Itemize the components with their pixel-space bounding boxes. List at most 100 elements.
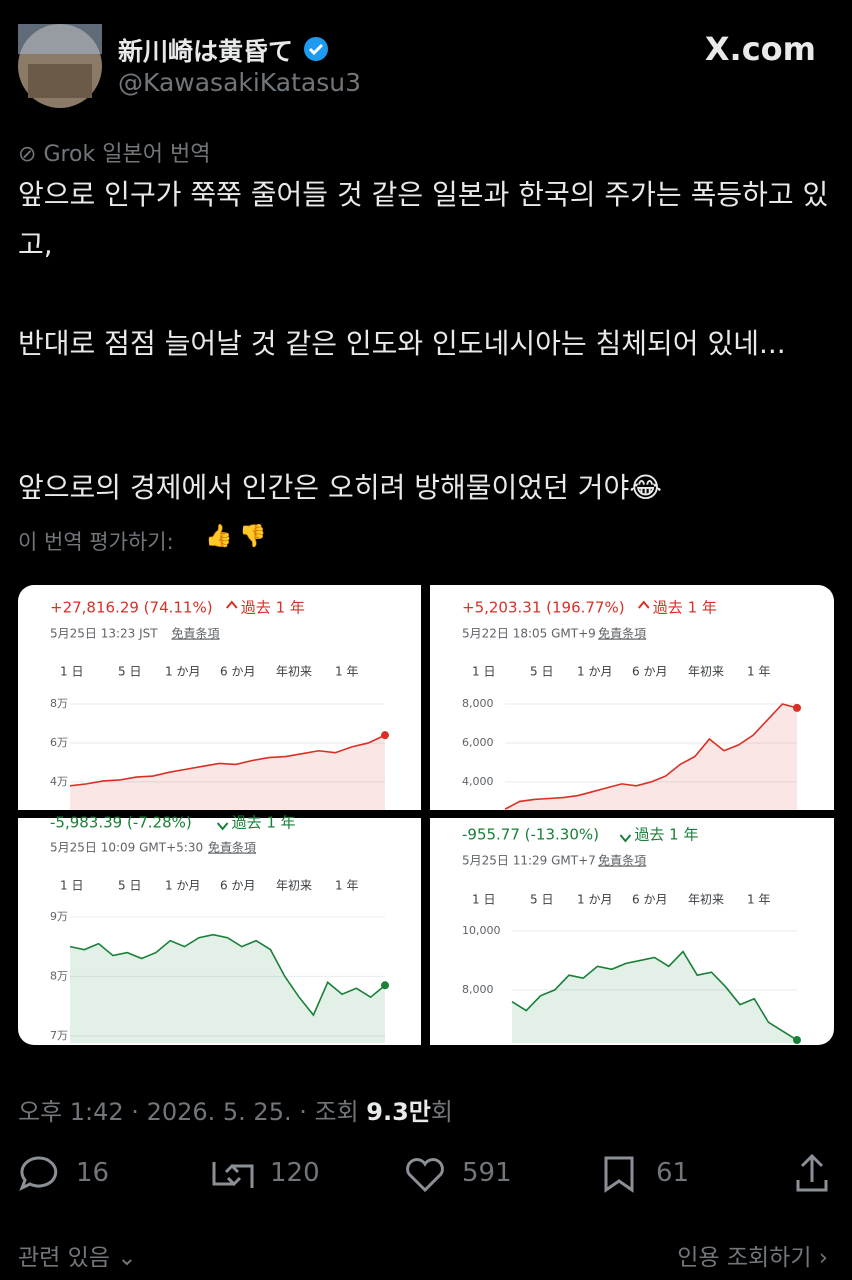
trend-arrow: [619, 834, 632, 843]
y-tick-label: 6,000: [462, 736, 494, 749]
avatar[interactable]: [18, 24, 102, 108]
range-button: 年初来: [688, 665, 724, 679]
change: +5,203.31 (196.77%): [462, 599, 625, 617]
like-count: 591: [462, 1158, 512, 1188]
area-shade: [512, 951, 797, 1043]
y-tick-label: 4,000: [462, 775, 494, 788]
translation-label[interactable]: ⊘ Grok 일본어 번역: [18, 142, 211, 167]
range-button: 5 日: [530, 893, 553, 907]
action-bar: [19, 1153, 828, 1193]
quotes-link[interactable]: 인용 조회하기 ›: [677, 1245, 828, 1271]
end-dot: [381, 731, 389, 740]
reply-icon[interactable]: [19, 1156, 58, 1192]
area-shade: [70, 735, 385, 810]
trend-arrow: [226, 600, 238, 609]
end-dot: [381, 981, 389, 990]
y-tick-label: 8万: [50, 697, 68, 710]
range-button: 1 か月: [577, 665, 612, 679]
rate-translation: 이 번역 평가하기:: [18, 530, 174, 554]
range-button: 1 年: [747, 665, 770, 679]
range-button: 1 年: [747, 893, 770, 907]
range-button: 年初来: [688, 893, 724, 907]
timestamp: 5月25日 11:29 GMT+7: [462, 854, 596, 868]
range-button: 5 日: [118, 879, 141, 893]
y-tick-label: 8万: [50, 969, 68, 982]
paragraph: 반대로 점점 늘어날 것 같은 인도와 인도네시아는 침체되어 있네...: [18, 327, 786, 360]
range-button: 1 年: [335, 879, 358, 893]
trend-arrow: [638, 600, 650, 609]
change: -955.77 (-13.30%): [462, 826, 599, 844]
bookmark-icon[interactable]: [604, 1156, 634, 1193]
period: 過去 1 年: [653, 599, 717, 617]
paragraph: 앞으로 인구가 쭉쭉 줄어들 것 같은 일본과 한국의 주가는 폭등하고 있고,: [18, 178, 829, 261]
timestamp: 5月22日 18:05 GMT+9: [462, 627, 596, 641]
end-dot: [793, 703, 801, 712]
range-button: 1 年: [335, 665, 358, 679]
y-tick-label: 10,000: [462, 924, 501, 937]
timestamp: 5月25日 10:09 GMT+5:30: [50, 841, 203, 855]
disclaimer: 免責条項: [598, 853, 646, 868]
gap: [18, 810, 834, 818]
area-shade: [70, 934, 385, 1043]
range-button: 6 か月: [220, 879, 255, 893]
disclaimer: 免責条項: [208, 840, 256, 855]
range-button: 5 日: [530, 665, 553, 679]
range-button: 1 か月: [577, 893, 612, 907]
related-text: 관련 있음: [18, 1245, 110, 1271]
range-button: 6 か月: [632, 893, 667, 907]
post-meta: 오후 1:42 · 2026. 5. 25. · 조회 9.3만회: [18, 1092, 453, 1127]
disclaimer: 免責条項: [172, 626, 220, 641]
range-button: 6 か月: [220, 665, 255, 679]
period: 過去 1 年: [232, 814, 296, 832]
period: 過去 1 年: [241, 599, 305, 617]
change: +27,816.29 (74.11%): [50, 599, 213, 617]
translation-label-text: Grok 일본어 번역: [43, 142, 211, 167]
y-tick-label: 7万: [50, 1029, 68, 1042]
retweet-icon[interactable]: [212, 1162, 254, 1188]
share-icon[interactable]: [796, 1153, 828, 1192]
y-tick-label: 8,000: [462, 983, 494, 996]
change: -5,983.39 (-7.28%): [50, 814, 192, 832]
rate-icons[interactable]: 👍 👎: [205, 524, 267, 549]
quotes-text: 인용 조회하기: [677, 1245, 812, 1271]
trend-arrow: [216, 822, 229, 831]
related-link[interactable]: 관련 있음 ⌄: [18, 1245, 137, 1271]
range-button: 1 日: [60, 665, 83, 679]
timestamp: 5月25日 13:23 JST: [50, 627, 158, 641]
range-button: 1 日: [60, 879, 83, 893]
range-button: 1 日: [472, 893, 495, 907]
display-name[interactable]: 新川崎は黄昏て: [118, 37, 294, 66]
end-dot: [793, 1036, 801, 1045]
y-tick-label: 6万: [50, 736, 68, 749]
line: [504, 703, 798, 810]
range-button: 年初来: [276, 879, 312, 893]
source-logo: X.com: [704, 30, 816, 68]
paragraph: 앞으로의 경제에서 인간은 오히려 방해물이었던 거야😂: [18, 471, 662, 504]
period: 過去 1 年: [634, 826, 698, 844]
view-suffix: 회: [430, 1098, 453, 1126]
range-button: 6 か月: [632, 665, 667, 679]
reply-count: 16: [76, 1158, 110, 1188]
like-icon[interactable]: [406, 1158, 444, 1193]
line: [69, 933, 386, 1017]
range-button: 1 か月: [165, 879, 200, 893]
post-time: 오후 1:42 · 2026. 5. 25. · 조회: [18, 1098, 367, 1126]
bookmark-count: 61: [656, 1158, 690, 1188]
range-button: 1 日: [472, 665, 495, 679]
view-count: 9.3만: [366, 1098, 431, 1126]
y-tick-label: 4万: [50, 775, 68, 788]
chart-images: +27,816.29 (74.11%) 過去 1 年 5月25日 13:23 JST…: [18, 585, 834, 1045]
y-tick-label: 8,000: [462, 697, 494, 710]
area-shade: [505, 703, 797, 810]
y-tick-label: 9万: [50, 910, 68, 923]
handle[interactable]: @KawasakiKatasu3: [118, 68, 361, 97]
verified-badge: [304, 37, 328, 61]
range-button: 年初来: [276, 665, 312, 679]
range-button: 1 か月: [165, 665, 200, 679]
line: [69, 734, 386, 787]
range-button: 5 日: [118, 665, 141, 679]
retweet-count: 120: [270, 1158, 320, 1188]
disclaimer: 免責条項: [598, 626, 646, 641]
line: [511, 950, 798, 1041]
